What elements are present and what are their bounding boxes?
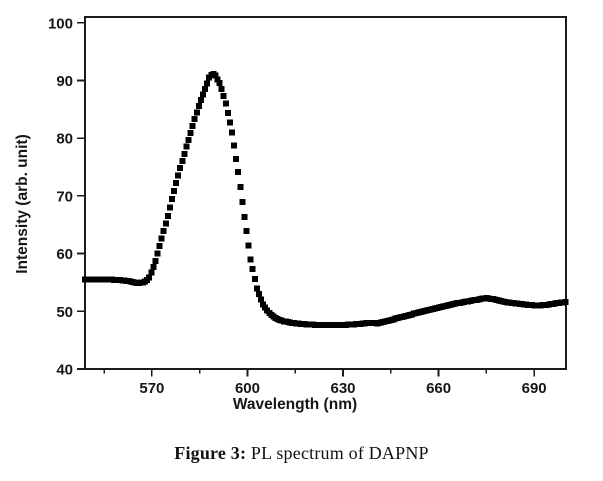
- data-point-marker: [253, 285, 260, 292]
- data-point-marker: [220, 92, 227, 99]
- data-point-marker: [193, 109, 200, 116]
- data-point-marker: [183, 143, 190, 150]
- data-point-marker: [179, 158, 186, 164]
- y-tick-label: 50: [56, 304, 73, 321]
- figure-caption-text: PL spectrum of DAPNP: [246, 443, 429, 463]
- data-point-marker: [185, 136, 192, 143]
- x-tick-label: 600: [235, 380, 260, 397]
- y-tick-label: 90: [56, 73, 73, 90]
- data-point-marker: [247, 256, 254, 263]
- data-point-marker: [229, 129, 235, 136]
- data-point-marker: [258, 296, 264, 303]
- x-tick-label: 690: [522, 380, 547, 397]
- y-axis-title: Intensity (arb. unit): [14, 134, 31, 274]
- data-point-marker: [177, 165, 184, 172]
- data-point-marker: [195, 103, 202, 110]
- x-axis-title: Wavelength (nm): [233, 396, 357, 413]
- data-point-marker: [200, 91, 206, 98]
- data-point-marker: [226, 119, 233, 126]
- data-point-marker: [231, 142, 238, 149]
- data-point-marker: [562, 299, 569, 306]
- data-point-marker: [181, 150, 188, 157]
- data-point-marker: [255, 291, 262, 298]
- data-point-marker: [224, 109, 231, 116]
- plot-area-border: [84, 16, 567, 370]
- y-tick-label: 60: [56, 246, 73, 263]
- data-point-marker: [152, 258, 159, 265]
- y-tick-label: 70: [56, 188, 73, 205]
- data-point-marker: [218, 85, 225, 92]
- y-tick-label: 80: [56, 131, 73, 148]
- y-tick-label: 100: [48, 15, 73, 32]
- data-point-marker: [249, 266, 256, 273]
- x-tick-label: 660: [426, 380, 451, 397]
- data-point-marker: [148, 269, 155, 276]
- data-point-marker: [146, 274, 153, 281]
- data-point-marker: [235, 169, 242, 176]
- data-point-marker: [214, 76, 221, 83]
- data-point-marker: [189, 122, 196, 129]
- data-point-marker: [166, 204, 173, 211]
- data-point-marker: [243, 228, 250, 235]
- data-point-marker: [154, 250, 161, 257]
- data-point-marker: [222, 100, 229, 107]
- data-point-marker: [158, 235, 165, 242]
- figure-caption-label: Figure 3:: [174, 443, 247, 463]
- data-point-marker: [150, 263, 157, 270]
- figure-caption: Figure 3: PL spectrum of DAPNP: [0, 443, 603, 464]
- data-point-marker: [160, 228, 167, 235]
- x-tick-label: 630: [331, 380, 356, 397]
- x-tick-label: 570: [139, 380, 164, 397]
- data-point-marker: [162, 220, 169, 227]
- data-point-marker: [239, 199, 246, 206]
- data-point-marker: [171, 187, 177, 194]
- y-tick-label: 40: [56, 362, 73, 379]
- data-point-marker: [202, 86, 209, 93]
- data-point-marker: [169, 196, 175, 203]
- data-point-marker: [173, 180, 180, 187]
- data-point-marker: [216, 80, 223, 87]
- data-point-marker: [175, 172, 182, 179]
- data-point-marker: [187, 129, 194, 136]
- data-point-marker: [164, 213, 171, 220]
- data-point-marker: [197, 97, 204, 104]
- data-series-pl-spectrum: [82, 71, 569, 329]
- data-point-marker: [237, 184, 244, 191]
- data-point-marker: [233, 155, 240, 162]
- data-point-marker: [241, 214, 248, 221]
- pl-spectrum-chart: 40 50 60 70 80 90 100 570 600 630 660 690 Wavelength…: [14, 15, 569, 413]
- data-point-marker: [212, 72, 219, 79]
- data-point-marker: [251, 275, 258, 282]
- data-point-marker: [156, 243, 163, 250]
- data-point-marker: [191, 116, 198, 123]
- data-point-marker: [245, 242, 252, 249]
- data-point-marker: [204, 80, 211, 87]
